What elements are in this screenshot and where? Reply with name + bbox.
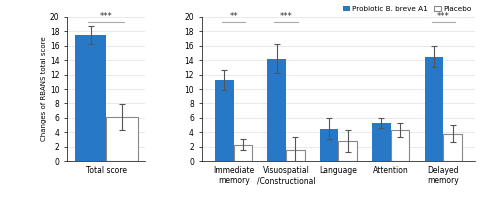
- Bar: [443, 134, 462, 161]
- Bar: [425, 57, 443, 161]
- Bar: [391, 130, 409, 161]
- Text: ***: ***: [437, 12, 450, 21]
- Bar: [234, 145, 252, 161]
- Bar: [338, 141, 357, 161]
- Bar: [106, 117, 138, 161]
- Bar: [372, 123, 391, 161]
- Text: ***: ***: [280, 12, 292, 21]
- Legend: Probiotic B. breve A1, Placebo: Probiotic B. breve A1, Placebo: [340, 3, 474, 15]
- Text: ***: ***: [100, 12, 113, 21]
- Bar: [215, 80, 234, 161]
- Bar: [267, 59, 286, 161]
- Bar: [320, 129, 338, 161]
- Text: **: **: [229, 12, 238, 21]
- Y-axis label: Changes of RBANS total score: Changes of RBANS total score: [41, 37, 47, 141]
- Bar: [75, 35, 106, 161]
- Bar: [286, 150, 305, 161]
